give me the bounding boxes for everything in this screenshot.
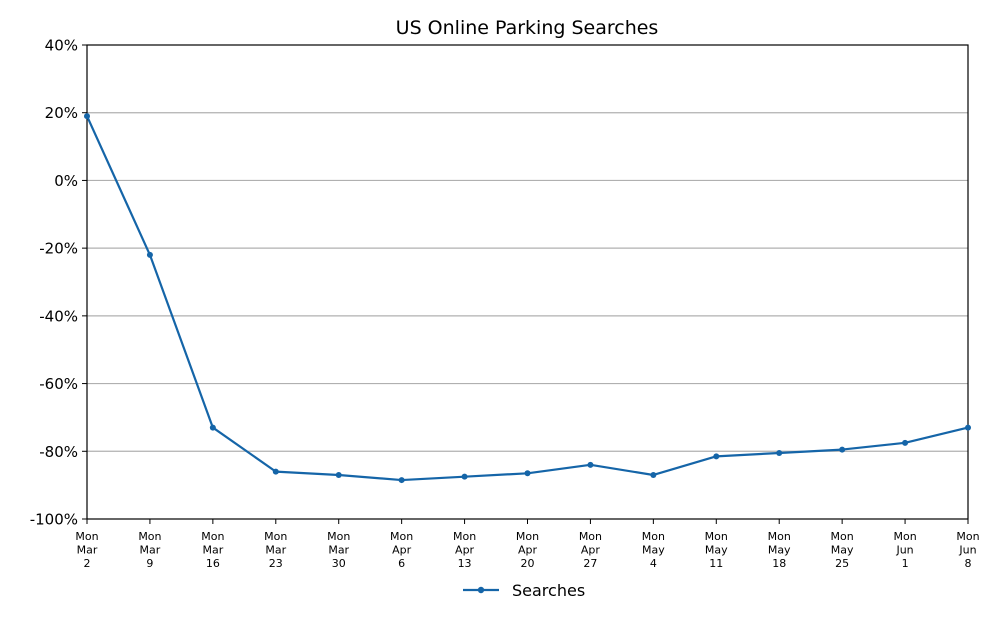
plot-frame: [86, 44, 969, 520]
legend-point-marker: [477, 586, 485, 594]
legend-label: Searches: [512, 581, 585, 600]
legend: Searches: [463, 581, 585, 600]
y-tick-label: -20%: [39, 240, 78, 258]
data-point: [146, 251, 153, 258]
data-point: [965, 424, 971, 431]
x-tick-label: Mon Mar 23: [264, 530, 287, 570]
data-point: [839, 446, 846, 453]
data-point: [209, 424, 216, 431]
y-tick-label: -100%: [30, 511, 78, 529]
gridlines: [87, 112, 968, 452]
data-point: [398, 477, 405, 484]
series-line-searches: [85, 115, 969, 482]
chart-title: US Online Parking Searches: [396, 17, 659, 39]
y-tick-label: -60%: [39, 375, 78, 393]
x-tick-label: Mon May 25: [831, 530, 854, 570]
x-tick-label: Mon Apr 13: [453, 530, 476, 570]
x-tick-label: Mon Mar 16: [201, 530, 224, 570]
y-tick-label: 20%: [45, 104, 78, 122]
y-tick-label: 40%: [45, 37, 78, 55]
data-point: [524, 470, 531, 477]
data-point: [461, 473, 468, 480]
x-tick-label: Mon Jun 8: [956, 530, 979, 570]
x-tick-label: Mon Mar 30: [327, 530, 350, 570]
data-point: [650, 471, 657, 478]
x-tick-label: Mon Apr 27: [579, 530, 602, 570]
data-point: [713, 453, 720, 460]
x-tick-label: Mon May 11: [705, 530, 728, 570]
data-point: [335, 471, 342, 478]
axes: 40% 20% 0% -20% -40% -60% -80% -100%Mon Mar 2 Mon M…: [30, 37, 980, 571]
x-tick-label: Mon Apr 6: [390, 530, 413, 570]
y-tick-label: -40%: [39, 307, 78, 325]
x-tick-label: Mon Mar 2: [75, 530, 98, 570]
data-point: [587, 461, 594, 468]
x-tick-label: Mon Mar 9: [138, 530, 161, 570]
x-tick-label: Mon Apr 20: [516, 530, 539, 570]
series-layer: [84, 113, 971, 484]
x-tick-label: Mon May 4: [642, 530, 665, 570]
data-point: [776, 449, 783, 456]
y-tick-label: -80%: [39, 443, 78, 461]
x-tick-label: Mon May 18: [768, 530, 791, 570]
data-point: [902, 439, 909, 446]
data-point: [84, 113, 90, 120]
x-tick-label: Mon Jun 1: [893, 530, 916, 570]
y-tick-label: 0%: [54, 172, 78, 190]
data-point: [272, 468, 279, 475]
